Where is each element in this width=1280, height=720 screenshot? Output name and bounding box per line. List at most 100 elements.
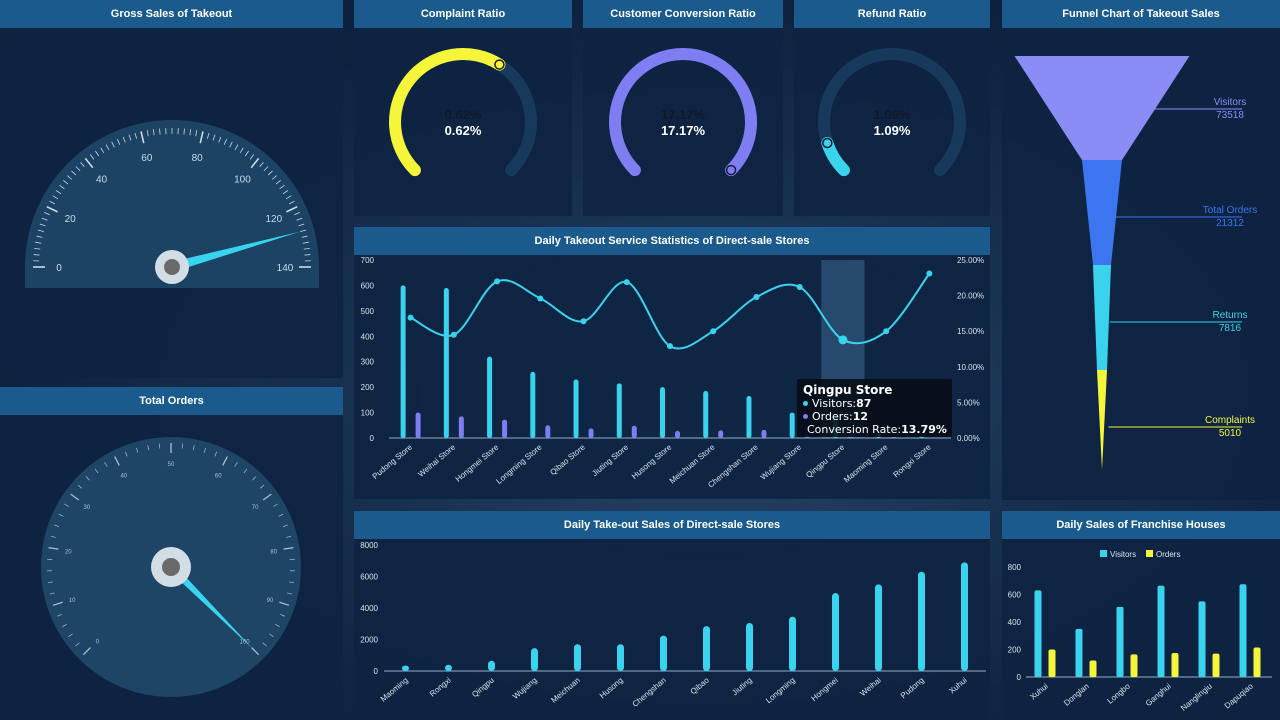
visitors-bar — [573, 379, 579, 438]
total-orders-gauge: 0 10 20 30 40 50 60 70 80 90 100 — [41, 437, 301, 697]
gauge2-tick — [287, 592, 293, 595]
gauge2-tick — [77, 484, 82, 489]
funnel-segment-visitors — [1014, 56, 1190, 160]
orders-bar — [761, 429, 767, 438]
conversion-ratio-title: Customer Conversion Ratio — [583, 0, 783, 28]
complaint-ratio-ring: 0.62%0.62% — [389, 48, 537, 177]
gauge2-tick — [214, 451, 217, 457]
y-tick-label: 4000 — [360, 604, 378, 613]
gauge2-tick-label: 60 — [215, 473, 222, 479]
x-tick-label: Hongmei Store — [454, 442, 501, 484]
sales-bar — [402, 665, 409, 671]
orders-bar — [502, 419, 508, 438]
visitors-bar — [789, 412, 795, 438]
y-right-tick-label: 0.00% — [957, 434, 980, 443]
visitors-bar — [616, 383, 622, 438]
sales-bar — [918, 571, 925, 671]
tooltip-rate-label: Conversion Rate: — [807, 423, 902, 436]
sales-bar — [789, 616, 796, 671]
gauge1-tick-label: 60 — [141, 153, 153, 164]
x-tick-label: Nanglingiu — [1179, 682, 1214, 713]
gauge1-tick — [223, 139, 227, 145]
y-left-tick-label: 700 — [361, 256, 375, 265]
gauge1-tick — [80, 162, 85, 168]
y-left-tick-label: 600 — [361, 281, 375, 290]
daily-sales-chart[interactable]: 0 2000 4000 6000 8000 Maoming Rongxi Qingpu Wuji… — [354, 511, 990, 720]
gauge2-tick-label: 70 — [252, 505, 259, 511]
gauge1-tick — [100, 147, 105, 154]
gauge2-tick — [289, 581, 295, 583]
orders-bar — [1048, 649, 1056, 677]
conversion-rate-point — [494, 278, 501, 285]
daily-service-chart[interactable]: 0 100 200 300 400 500 600 700 0.00% 5.00% 10.00% 15… — [354, 227, 990, 499]
ring-end-dot — [494, 59, 505, 70]
gauge1-tick — [294, 212, 300, 216]
conversion-ratio-ring: 17.17%17.17% — [609, 48, 757, 177]
sales-bar — [961, 562, 968, 671]
gauge2-tick — [273, 503, 278, 507]
gauge1-tick — [296, 217, 303, 221]
gauge1-tick — [46, 205, 58, 213]
funnel-stage-value: 7816 — [1219, 323, 1242, 334]
ring-end-dot — [725, 164, 737, 176]
sales-bar — [875, 584, 882, 671]
gauge2-tick — [70, 493, 80, 501]
gauge1-tick — [249, 154, 255, 160]
gauge2-tick-label: 20 — [65, 550, 72, 556]
gauge1-tick — [189, 129, 192, 136]
gauge2-tick — [136, 447, 139, 453]
refund-ratio-panel: Refund Ratio 1.09% 1.09% — [794, 0, 990, 216]
gauge1-tick — [59, 184, 65, 190]
gauge1-tick — [304, 254, 311, 256]
total-orders-title: Total Orders — [0, 387, 343, 415]
sales-bar — [531, 648, 538, 671]
gauge1-tick — [71, 170, 77, 176]
conversion-rate-point — [883, 328, 890, 335]
gauge1-tick-label: 140 — [277, 263, 294, 274]
gauge1-tick-label: 0 — [56, 263, 62, 274]
funnel-stage-label: Visitors — [1214, 97, 1247, 108]
gauge1-tick — [229, 141, 233, 148]
funnel-chart: Visitors 73518 Total Orders 21312 Returns 781… — [1014, 56, 1257, 470]
gauge1-tick — [259, 162, 264, 168]
sales-bar — [574, 644, 581, 671]
y-tick-label: 6000 — [360, 573, 378, 582]
x-tick-label: Maoming Store — [842, 442, 890, 484]
gauge1-tick — [159, 128, 161, 135]
gauge1-tick-label: 20 — [65, 214, 77, 225]
y-right-tick-label: 15.00% — [957, 327, 984, 336]
gauge1-tick — [300, 229, 307, 233]
x-tick-label: Rongxi Store — [891, 442, 933, 479]
conversion-rate-point — [667, 343, 673, 350]
gauge2-tick — [75, 642, 80, 647]
gauge2-tick-label: 50 — [168, 462, 175, 468]
franchise-chart[interactable]: Visitors Orders 0 200 400 600 800 Xuhui Donglan L… — [1002, 511, 1280, 720]
orders-bar — [675, 430, 680, 438]
x-tick-label: Meichuan — [549, 676, 581, 705]
orders-bar — [1253, 647, 1261, 677]
y-left-tick-label: 200 — [361, 383, 375, 392]
sales-bar — [703, 626, 710, 671]
franchise-panel: Daily Sales of Franchise Houses Visitors… — [1002, 511, 1280, 720]
gauge1-tick — [111, 141, 115, 148]
orders-bar — [934, 437, 940, 438]
gauge2-tick — [279, 601, 290, 606]
y-tick-label: 0 — [1017, 673, 1022, 682]
gauge2-tick — [203, 447, 206, 453]
gross-sales-gauge: 0 20 40 60 80 100 120 140 — [25, 120, 319, 288]
gauge1-tick — [212, 134, 216, 141]
orders-bar — [891, 436, 897, 438]
gauge1-tick — [84, 157, 94, 169]
visitors-bar — [1034, 590, 1042, 677]
gauge2-tick — [58, 513, 64, 517]
orders-bar — [1171, 652, 1179, 677]
orders-bar — [458, 416, 464, 438]
x-tick-label: Longming Store — [495, 442, 544, 486]
gauge1-tick — [279, 184, 285, 190]
gross-sales-title: Gross Sales of Takeout — [0, 0, 343, 28]
gauge2-tick-label: 100 — [240, 640, 251, 646]
conversion-rate-point — [710, 328, 717, 335]
x-tick-label: Jiuting Store — [590, 442, 630, 478]
funnel-stage-label: Complaints — [1205, 415, 1255, 426]
y-right-tick-label: 5.00% — [957, 398, 980, 407]
